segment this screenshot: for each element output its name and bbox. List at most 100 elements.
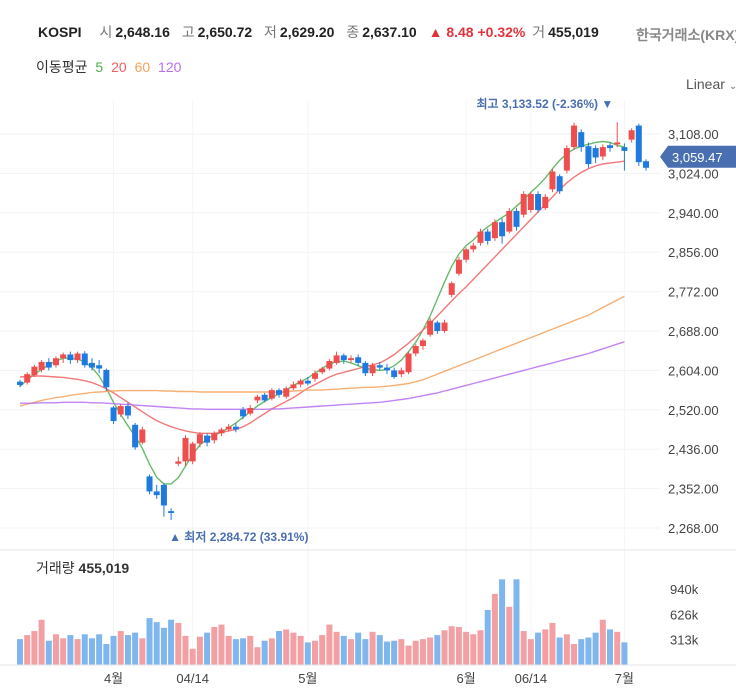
candle-body: [17, 381, 23, 385]
ma-legend-5[interactable]: 5: [95, 59, 104, 75]
low-value: 2,629.20: [279, 24, 335, 40]
volume-bar: [391, 640, 398, 665]
ma-legend-label: 이동평균: [36, 59, 88, 75]
candle: [362, 361, 369, 377]
volume-bar: [204, 632, 211, 665]
candle: [52, 356, 59, 368]
volume-bar: [484, 610, 491, 665]
volume-bar: [362, 639, 369, 665]
candle: [347, 355, 354, 363]
volume-bar: [304, 642, 311, 665]
candle: [499, 218, 506, 244]
volume-bar: [319, 635, 326, 665]
candle-body: [81, 353, 88, 366]
candle-body: [463, 249, 470, 260]
x-axis: 4월 04/14 5월 6월 06/14 7월: [104, 671, 634, 686]
price-axis: 3,108.00 3,024.00 2,940.00 2,856.00 2,772.00…: [668, 127, 719, 536]
volume-bar: [621, 642, 628, 665]
ma-legend-60[interactable]: 60: [134, 59, 151, 75]
candle-body: [110, 407, 117, 422]
volume-panel-value: 455,019: [79, 560, 130, 576]
volume-bar: [276, 631, 283, 665]
candle-body: [196, 434, 203, 444]
candle: [88, 358, 95, 371]
candle: [218, 427, 225, 437]
volume-bar: [556, 637, 563, 665]
candle-body: [405, 353, 412, 373]
volume-bar: [290, 632, 297, 665]
volume-bar: [153, 622, 160, 665]
volume-bar: [110, 635, 117, 665]
price-tick-label: 3,024.00: [668, 166, 719, 181]
volume-bar: [491, 593, 498, 665]
ma-legend-120[interactable]: 120: [158, 59, 182, 75]
candle-body: [326, 361, 333, 369]
volume-bar: [463, 631, 470, 665]
candle-body: [240, 409, 247, 417]
candle-body: [232, 426, 239, 430]
volume-bar: [592, 632, 599, 665]
candle: [304, 376, 311, 386]
candle-body: [563, 148, 570, 171]
candle-body: [614, 142, 621, 145]
candle-body: [60, 354, 67, 359]
ma-line-60: [19, 295, 625, 407]
candle: [283, 386, 290, 399]
volume-bar: [132, 632, 139, 665]
volume-bar: [448, 626, 455, 665]
volume-bar: [607, 629, 614, 665]
candle: [477, 228, 484, 246]
candle-body: [247, 407, 254, 414]
scale-mode-button[interactable]: Linear ⌄: [686, 76, 736, 92]
candle: [204, 433, 211, 447]
candle: [599, 144, 606, 161]
volume-bar: [268, 638, 275, 665]
candle: [527, 192, 534, 213]
candle: [614, 122, 621, 148]
volume-bar: [376, 635, 383, 665]
volume-bar: [333, 631, 340, 665]
candle-body: [31, 366, 38, 376]
candle: [391, 367, 398, 379]
candle-body: [491, 222, 498, 239]
volume-bar: [520, 631, 527, 665]
candle: [578, 129, 585, 152]
candle-body: [38, 361, 45, 370]
candle: [146, 474, 153, 495]
ma-legend-20[interactable]: 20: [111, 59, 127, 75]
change-value: ▲ 8.48 +0.32%: [428, 24, 526, 40]
candle: [124, 402, 131, 420]
candle: [470, 242, 477, 253]
candle: [132, 422, 139, 450]
close-value: 2,637.10: [362, 24, 417, 40]
candle: [254, 394, 261, 404]
candle-body: [304, 380, 311, 384]
candle-body: [391, 370, 398, 377]
candle: [290, 381, 297, 391]
candle-body: [347, 358, 354, 361]
volume-label: 거: [532, 24, 546, 40]
candle-body: [117, 406, 124, 415]
x-tick-label: 5월: [298, 671, 317, 686]
candle-body: [643, 161, 649, 168]
volume-bar: [347, 639, 354, 665]
candle-body: [513, 210, 520, 227]
ma-line-20: [19, 160, 625, 434]
candle: [463, 247, 470, 263]
candle: [60, 352, 67, 363]
x-tick-label: 06/14: [515, 671, 548, 686]
candle: [139, 426, 146, 445]
open-value: 2,648.16: [115, 24, 170, 40]
candle-body: [527, 194, 534, 210]
candle-body: [628, 130, 635, 140]
candle-body: [175, 461, 182, 464]
candle: [268, 388, 275, 401]
candle: [398, 367, 405, 377]
volume-bar: [117, 631, 124, 665]
volume-bar: [124, 635, 131, 665]
price-tick-label: 2,520.00: [668, 403, 719, 418]
candle: [491, 219, 498, 241]
candle: [405, 351, 412, 375]
candle: [549, 168, 556, 193]
